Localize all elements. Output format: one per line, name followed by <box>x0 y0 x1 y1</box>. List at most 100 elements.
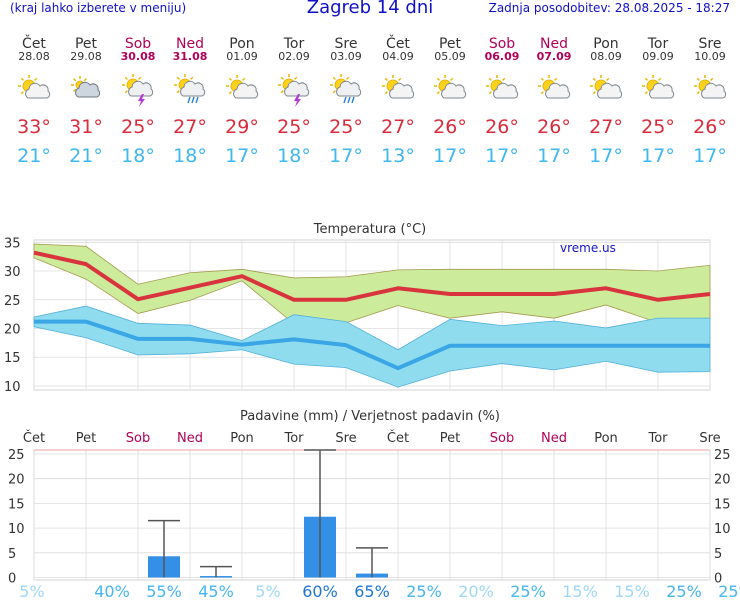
precipitation-probability: 60% <box>302 582 338 600</box>
y-tick-label-left: 20 <box>8 473 25 488</box>
header-bar: (kraj lahko izberete v meniju) Zagreb 14… <box>0 0 740 22</box>
day-name: Pon <box>593 36 618 52</box>
day-name: Pon <box>229 36 254 52</box>
precipitation-probability: 55% <box>146 582 182 600</box>
precipitation-probability: 25% <box>510 582 546 600</box>
min-temperature: 17° <box>225 145 259 167</box>
day-name: Pet <box>439 36 462 52</box>
y-tick-label-right: 25 <box>714 448 731 463</box>
y-tick-label-right: 10 <box>714 522 731 537</box>
y-tick-label-right: 0 <box>714 572 722 587</box>
y-tick-label: 20 <box>4 323 21 338</box>
max-temperature: 29° <box>225 116 259 138</box>
precip-day-label: Čet <box>387 430 409 446</box>
max-temperature: 25° <box>641 116 675 138</box>
min-temperature: 13° <box>381 145 415 167</box>
day-name: Ned <box>540 36 568 52</box>
min-temperature: 18° <box>121 145 155 167</box>
sun-cloud-icon <box>434 75 467 99</box>
y-tick-label-right: 5 <box>714 547 722 562</box>
temperature-plot-area <box>33 239 711 391</box>
rain-shower-icon <box>330 74 362 104</box>
y-tick-label: 25 <box>4 294 21 309</box>
min-temperature-band <box>33 305 711 388</box>
rain-shower-icon <box>174 74 206 104</box>
day-date: 02.09 <box>278 50 310 63</box>
y-tick-label-left: 15 <box>8 497 25 512</box>
precipitation-probability: 20% <box>458 582 494 600</box>
precipitation-probability: 15% <box>614 582 650 600</box>
max-temperature-line <box>33 250 711 302</box>
precip-day-label: Ned <box>177 431 203 446</box>
max-temperature: 31° <box>69 116 103 138</box>
precipitation-probability: 25% <box>406 582 442 600</box>
sun-cloud-icon <box>226 75 259 99</box>
watermark: vreme.us <box>560 241 616 255</box>
precipitation-probability: 65% <box>354 582 390 600</box>
min-temperature: 17° <box>433 145 467 167</box>
day-name: Tor <box>283 36 305 52</box>
temperature-chart-title: Temperatura (°C) <box>313 222 426 237</box>
y-tick-label: 35 <box>4 236 21 251</box>
max-temperature: 27° <box>589 116 623 138</box>
min-temperature: 17° <box>485 145 519 167</box>
max-temperature: 33° <box>17 116 51 138</box>
precip-day-label: Sre <box>699 431 720 446</box>
sun-cloud-icon <box>590 75 623 99</box>
max-temperature: 27° <box>381 116 415 138</box>
day-name: Čet <box>386 34 410 52</box>
day-name: Sre <box>699 36 722 52</box>
day-date: 29.08 <box>70 50 102 63</box>
day-date: 05.09 <box>434 50 466 63</box>
day-date: 06.09 <box>485 50 520 63</box>
precipitation-probability: 15% <box>562 582 598 600</box>
max-temperature: 27° <box>173 116 207 138</box>
min-temperature: 17° <box>693 145 727 167</box>
thunderstorm-icon <box>278 74 310 107</box>
precip-day-label: Sob <box>490 431 514 446</box>
y-tick-label-left: 0 <box>8 572 16 587</box>
precip-day-label: Sre <box>335 431 356 446</box>
day-date: 07.09 <box>537 50 572 63</box>
page-title: Zagreb 14 dni <box>306 0 434 18</box>
precipitation-probability: 40% <box>94 582 130 600</box>
sun-cloud-icon <box>538 75 571 99</box>
min-temperature: 18° <box>277 145 311 167</box>
max-temperature: 25° <box>121 116 155 138</box>
y-tick-label-right: 20 <box>714 473 731 488</box>
y-tick-label: 10 <box>4 380 21 395</box>
sun-cloud-icon <box>694 75 727 99</box>
precip-day-label: Ned <box>541 431 567 446</box>
location-menu-link[interactable]: (kraj lahko izberete v meniju) <box>10 1 187 15</box>
day-date: 04.09 <box>382 50 414 63</box>
sun-cloud-icon <box>486 75 519 99</box>
y-tick-label-left: 5 <box>8 547 16 562</box>
precipitation-probability: 45% <box>198 582 234 600</box>
day-name: Sre <box>335 36 358 52</box>
y-tick-label-right: 15 <box>714 497 731 512</box>
precip-day-label: Pon <box>230 431 254 446</box>
day-date: 01.09 <box>226 50 258 63</box>
sun-cloud-icon <box>18 75 51 99</box>
precipitation-probability: 25% <box>718 582 740 600</box>
precip-day-label: Čet <box>23 430 45 446</box>
sun-cloud-icon <box>382 75 415 99</box>
min-temperature-line <box>34 319 710 371</box>
day-date: 10.09 <box>694 50 726 63</box>
day-date: 28.08 <box>18 50 50 63</box>
day-date: 30.08 <box>121 50 156 63</box>
precipitation-probability: 5% <box>19 582 44 600</box>
day-name: Sob <box>125 36 151 52</box>
max-temperature: 26° <box>537 116 571 138</box>
day-name: Ned <box>176 36 204 52</box>
day-date: 08.09 <box>590 50 622 63</box>
sun-cloud-icon <box>642 75 675 99</box>
min-temperature: 17° <box>537 145 571 167</box>
precip-day-label: Tor <box>647 431 668 446</box>
day-date: 09.09 <box>642 50 674 63</box>
y-tick-label: 15 <box>4 351 21 366</box>
max-temperature: 25° <box>329 116 363 138</box>
precipitation-chart-title: Padavine (mm) / Verjetnost padavin (%) <box>240 409 500 424</box>
min-temperature: 18° <box>173 145 207 167</box>
max-temperature: 26° <box>485 116 519 138</box>
